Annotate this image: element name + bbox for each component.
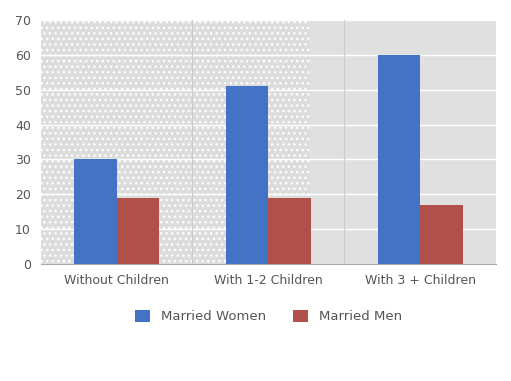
Bar (117, 198, 159, 264)
Bar (420, 205, 462, 264)
Bar (226, 86, 268, 264)
Bar (268, 198, 311, 264)
Legend: Married Women, Married Men: Married Women, Married Men (129, 305, 407, 328)
Bar (74, 159, 117, 264)
Bar (0, 20, 310, 264)
Bar (378, 55, 420, 264)
